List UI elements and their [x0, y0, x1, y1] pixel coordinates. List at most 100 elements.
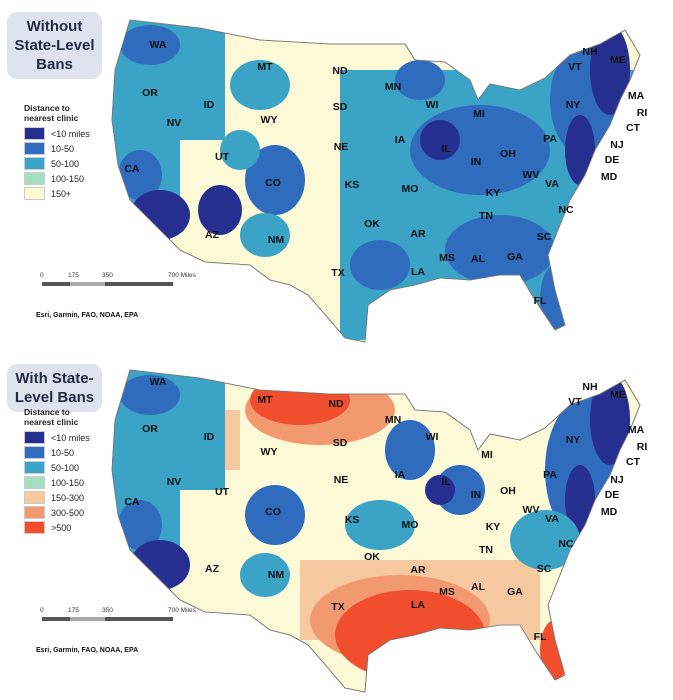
legend-label: 100-150 [51, 173, 85, 184]
state-label-de: DE [605, 489, 620, 501]
state-label-mt: MT [257, 394, 273, 406]
seattle-zone [120, 375, 180, 415]
state-label-de: DE [605, 154, 620, 166]
scale-bar: 0 175 350 700 Miles [40, 607, 220, 631]
state-label-tx: TX [331, 601, 344, 613]
south-zone [445, 215, 555, 285]
state-label-ms: MS [439, 586, 455, 598]
us-map-without-bans: WA OR CA NV ID MT WY UT AZ CO NM ND SD NE KS OK TX MN IA MO… [111, 19, 648, 343]
state-label-mi: MI [481, 449, 493, 461]
panel-title: Without State-Level Bans [7, 12, 102, 79]
legend-rows: <10 miles 10-50 50-100 100-150 150-300 300-50… [24, 430, 90, 535]
scale-bar: 0 175 350 700 Miles [40, 272, 220, 296]
state-label-al: AL [471, 253, 486, 265]
state-label-ri: RI [637, 107, 648, 119]
state-label-ct: CT [626, 122, 641, 134]
state-label-ut: UT [215, 151, 230, 163]
state-label-sc: SC [537, 231, 552, 243]
state-label-nm: NM [268, 569, 285, 581]
state-label-ut: UT [215, 486, 230, 498]
state-label-ca: CA [124, 163, 140, 175]
state-label-ca: CA [124, 496, 140, 508]
legend-swatch [24, 142, 45, 155]
state-label-wy: WY [261, 446, 278, 458]
legend-item: 100-150 [24, 171, 90, 186]
state-label-id: ID [204, 431, 215, 443]
state-label-id: ID [204, 99, 215, 111]
state-label-ia: IA [395, 134, 406, 146]
legend: Distance to nearest clinic <10 miles 10-5… [24, 103, 90, 201]
state-label-nj: NJ [610, 139, 624, 151]
state-label-ky: KY [486, 521, 501, 533]
state-label-in: IN [471, 489, 482, 501]
legend-label: 100-150 [51, 477, 85, 488]
state-label-mn: MN [385, 414, 401, 426]
state-label-ne: NE [334, 141, 349, 153]
state-label-wv: WV [523, 169, 540, 181]
sf-zone [118, 150, 162, 200]
scale-bar-segment [42, 617, 70, 621]
chicago-zone [420, 120, 460, 160]
map-panel-with-bans: WA OR CA NV ID MT WY UT AZ CO NM ND SD NE KS OK TX MN IA MO… [0, 350, 673, 700]
nyc-zone [565, 465, 595, 535]
state-label-az: AZ [205, 229, 220, 241]
state-label-il: IL [441, 143, 451, 155]
state-label-or: OR [142, 423, 158, 435]
nm-zone [240, 213, 290, 257]
legend-label: 10-50 [51, 143, 75, 154]
state-label-wv: WV [523, 504, 540, 516]
state-label-or: OR [142, 87, 158, 99]
legend-label: 10-50 [51, 447, 75, 458]
state-label-mt: MT [257, 61, 273, 73]
scale-tick-label: 350 [102, 272, 113, 279]
state-label-nv: NV [167, 117, 182, 129]
va-nc-zone [510, 510, 580, 570]
panel-title-line: State-Level [14, 37, 95, 54]
legend-title-line: nearest clinic [24, 417, 79, 427]
state-label-fl: FL [534, 631, 547, 643]
legend-label: 150+ [51, 188, 72, 199]
state-label-md: MD [601, 506, 618, 518]
state-label-tn: TN [479, 544, 493, 556]
state-label-oh: OH [500, 485, 516, 497]
state-label-ne: NE [334, 474, 349, 486]
phoenix-zone [198, 185, 242, 235]
state-label-ga: GA [507, 251, 523, 263]
state-label-tn: TN [479, 210, 493, 222]
seattle-zone [120, 25, 180, 65]
state-label-nv: NV [167, 476, 182, 488]
state-label-ok: OK [364, 551, 380, 563]
state-label-wy: WY [261, 114, 278, 126]
state-label-nd: ND [328, 398, 344, 410]
state-label-ks: KS [345, 179, 360, 191]
state-label-mo: MO [402, 183, 419, 195]
legend-item: 10-50 [24, 141, 90, 156]
legend-label: <10 miles [51, 128, 90, 139]
legend-label: 50-100 [51, 158, 80, 169]
legend-title: Distance to nearest clinic [24, 407, 90, 427]
state-label-ma: MA [628, 424, 645, 436]
map-credit: Esri, Garmin, FAO, NOAA, EPA [36, 312, 139, 319]
state-label-la: LA [411, 266, 425, 278]
state-label-fl: FL [534, 295, 547, 307]
legend-rows: <10 miles 10-50 50-100 100-150 150+ [24, 126, 90, 201]
scale-bar-segment [70, 617, 105, 621]
legend-label: 50-100 [51, 462, 80, 473]
state-label-ny: NY [566, 99, 581, 111]
texas-zone [350, 240, 410, 290]
sf-zone [118, 500, 162, 550]
state-label-co: CO [265, 506, 281, 518]
state-label-ms: MS [439, 252, 455, 264]
state-label-md: MD [601, 171, 618, 183]
scale-tick-label: 0 [40, 607, 44, 614]
distance-shading [112, 370, 635, 680]
state-label-ok: OK [364, 218, 380, 230]
utah-zone [220, 130, 260, 170]
legend-swatch [24, 506, 45, 519]
state-label-nc: NC [558, 538, 574, 550]
state-label-ma: MA [628, 90, 645, 102]
legend-item: 300-500 [24, 505, 90, 520]
state-label-nh: NH [582, 46, 597, 58]
chicago-zone [425, 475, 455, 505]
state-label-sd: SD [333, 101, 348, 113]
